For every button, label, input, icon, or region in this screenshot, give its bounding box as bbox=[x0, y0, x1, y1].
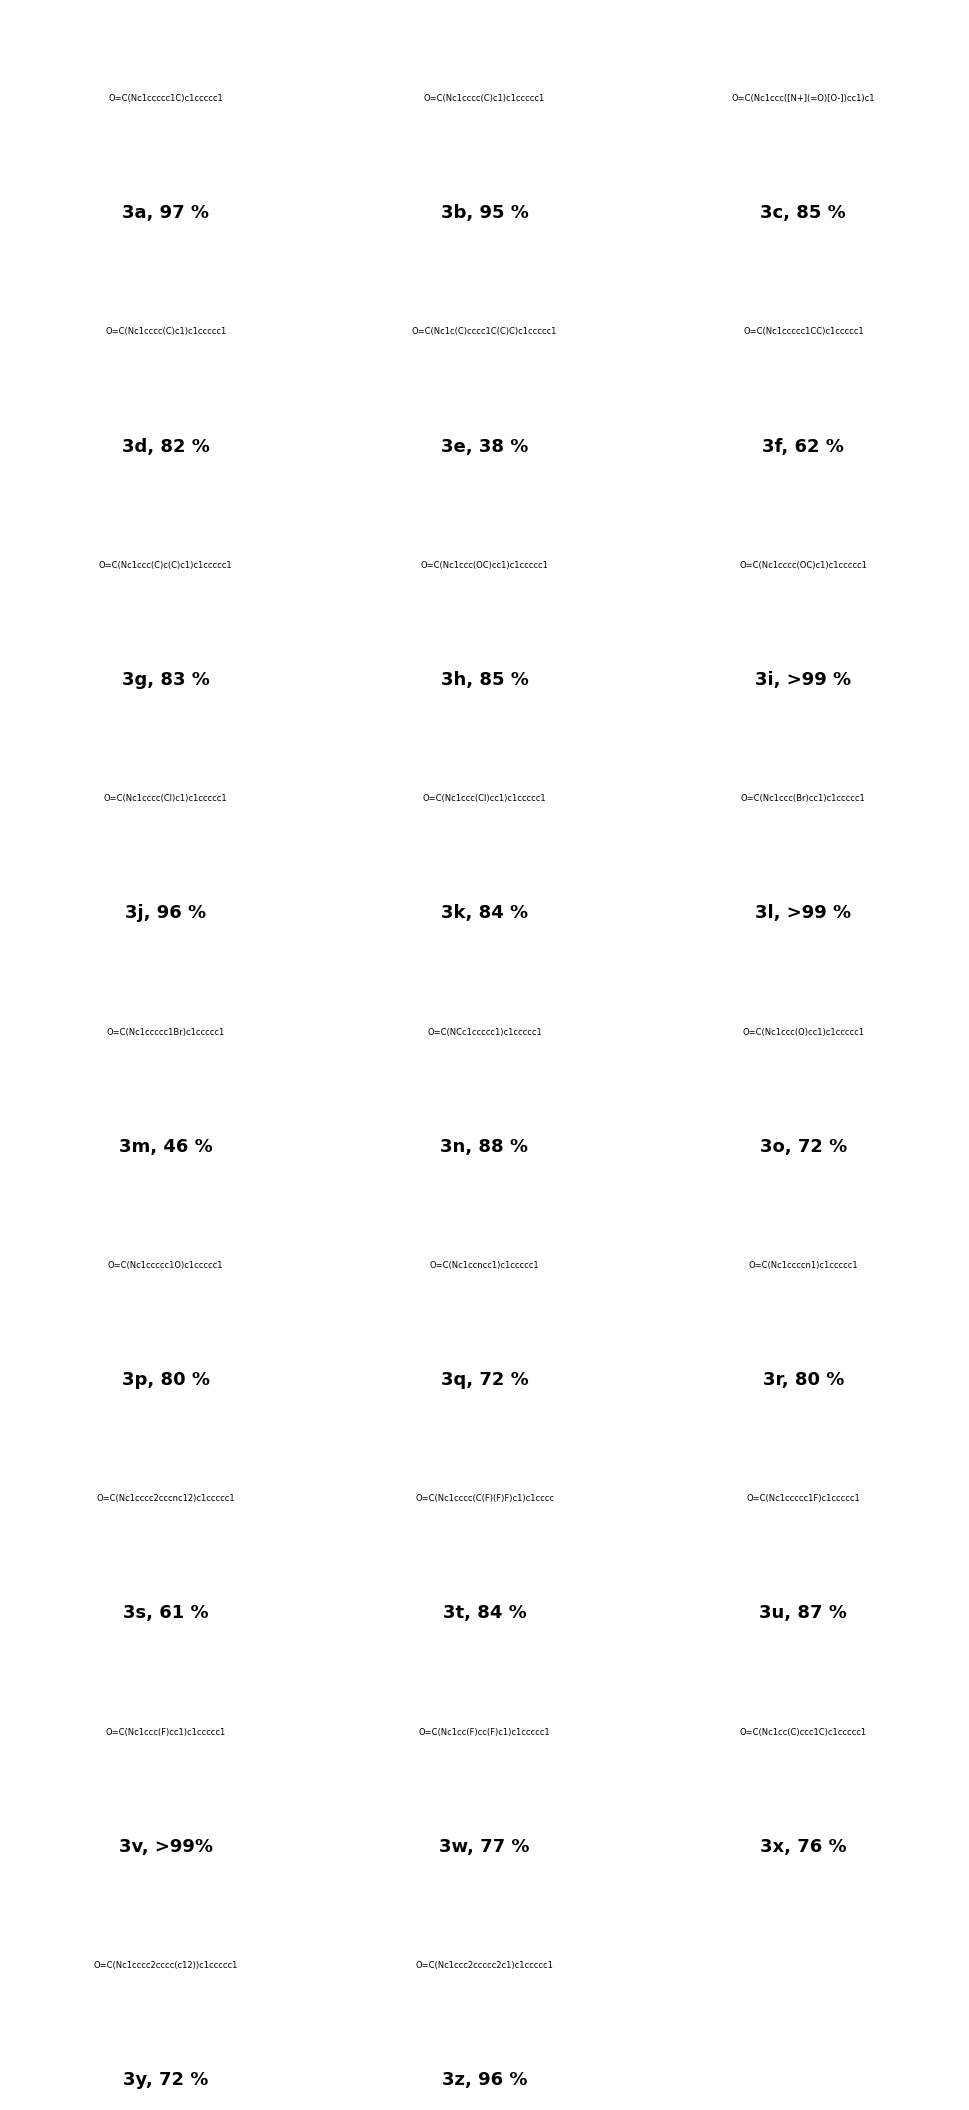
Text: O=C(Nc1ccc(C)c(C)c1)c1ccccc1: O=C(Nc1ccc(C)c(C)c1)c1ccccc1 bbox=[99, 561, 233, 570]
Text: 3x, 76 %: 3x, 76 % bbox=[760, 1838, 847, 1857]
Text: O=C(Nc1ccc(O)cc1)c1ccccc1: O=C(Nc1ccc(O)cc1)c1ccccc1 bbox=[742, 1028, 864, 1036]
Text: O=C(Nc1cccc2cccc(c12))c1ccccc1: O=C(Nc1cccc2cccc(c12))c1ccccc1 bbox=[93, 1960, 237, 1971]
Text: O=C(Nc1cc(C)ccc1C)c1ccccc1: O=C(Nc1cc(C)ccc1C)c1ccccc1 bbox=[739, 1728, 867, 1737]
Text: O=C(Nc1ccccc1F)c1ccccc1: O=C(Nc1ccccc1F)c1ccccc1 bbox=[746, 1494, 860, 1502]
Text: 3m, 46 %: 3m, 46 % bbox=[119, 1137, 212, 1156]
Text: 3d, 82 %: 3d, 82 % bbox=[122, 437, 209, 456]
Text: 3g, 83 %: 3g, 83 % bbox=[122, 671, 209, 690]
Text: 3s, 61 %: 3s, 61 % bbox=[123, 1604, 208, 1623]
Text: O=C(Nc1ccccc1C)c1ccccc1: O=C(Nc1ccccc1C)c1ccccc1 bbox=[109, 95, 223, 103]
Text: 3h, 85 %: 3h, 85 % bbox=[441, 671, 528, 690]
Text: O=C(Nc1ccccc1O)c1ccccc1: O=C(Nc1ccccc1O)c1ccccc1 bbox=[108, 1262, 224, 1270]
Text: O=C(Nc1ccc(OC)cc1)c1ccccc1: O=C(Nc1ccc(OC)cc1)c1ccccc1 bbox=[421, 561, 548, 570]
Text: O=C(Nc1ccc2ccccc2c1)c1ccccc1: O=C(Nc1ccc2ccccc2c1)c1ccccc1 bbox=[416, 1960, 553, 1971]
Text: 3v, >99%: 3v, >99% bbox=[118, 1838, 212, 1857]
Text: 3o, 72 %: 3o, 72 % bbox=[760, 1137, 847, 1156]
Text: 3r, 80 %: 3r, 80 % bbox=[763, 1372, 844, 1388]
Text: 3w, 77 %: 3w, 77 % bbox=[439, 1838, 530, 1857]
Text: O=C(Nc1cccc(Cl)c1)c1ccccc1: O=C(Nc1cccc(Cl)c1)c1ccccc1 bbox=[104, 793, 228, 804]
Text: O=C(Nc1c(C)cccc1C(C)C)c1ccccc1: O=C(Nc1c(C)cccc1C(C)C)c1ccccc1 bbox=[412, 327, 557, 335]
Text: 3j, 96 %: 3j, 96 % bbox=[125, 905, 206, 922]
Text: 3i, >99 %: 3i, >99 % bbox=[755, 671, 852, 690]
Text: 3k, 84 %: 3k, 84 % bbox=[441, 905, 528, 922]
Text: 3f, 62 %: 3f, 62 % bbox=[763, 437, 844, 456]
Text: 3u, 87 %: 3u, 87 % bbox=[760, 1604, 847, 1623]
Text: 3e, 38 %: 3e, 38 % bbox=[441, 437, 528, 456]
Text: O=C(Nc1cc(F)cc(F)c1)c1ccccc1: O=C(Nc1cc(F)cc(F)c1)c1ccccc1 bbox=[419, 1728, 550, 1737]
Text: O=C(Nc1cccc(C)c1)c1ccccc1: O=C(Nc1cccc(C)c1)c1ccccc1 bbox=[105, 327, 227, 335]
Text: O=C(Nc1ccccc1CC)c1ccccc1: O=C(Nc1ccccc1CC)c1ccccc1 bbox=[743, 327, 863, 335]
Text: 3l, >99 %: 3l, >99 % bbox=[755, 905, 852, 922]
Text: 3z, 96 %: 3z, 96 % bbox=[442, 2072, 527, 2089]
Text: O=C(Nc1cccc(C(F)(F)F)c1)c1cccc: O=C(Nc1cccc(C(F)(F)F)c1)c1cccc bbox=[415, 1494, 554, 1502]
Text: 3t, 84 %: 3t, 84 % bbox=[443, 1604, 526, 1623]
Text: O=C(Nc1cccc2cccnc12)c1ccccc1: O=C(Nc1cccc2cccnc12)c1ccccc1 bbox=[96, 1494, 234, 1502]
Text: O=C(Nc1cccc(C)c1)c1ccccc1: O=C(Nc1cccc(C)c1)c1ccccc1 bbox=[423, 95, 546, 103]
Text: O=C(Nc1ccc(Cl)cc1)c1ccccc1: O=C(Nc1ccc(Cl)cc1)c1ccccc1 bbox=[422, 793, 547, 804]
Text: 3y, 72 %: 3y, 72 % bbox=[123, 2072, 208, 2089]
Text: O=C(Nc1ccc(F)cc1)c1ccccc1: O=C(Nc1ccc(F)cc1)c1ccccc1 bbox=[106, 1728, 226, 1737]
Text: 3q, 72 %: 3q, 72 % bbox=[441, 1372, 528, 1388]
Text: 3b, 95 %: 3b, 95 % bbox=[441, 205, 528, 222]
Text: O=C(Nc1ccc(Br)cc1)c1ccccc1: O=C(Nc1ccc(Br)cc1)c1ccccc1 bbox=[741, 793, 865, 804]
Text: O=C(Nc1ccc([N+](=O)[O-])cc1)c1: O=C(Nc1ccc([N+](=O)[O-])cc1)c1 bbox=[732, 95, 875, 103]
Text: O=C(Nc1cccc(OC)c1)c1ccccc1: O=C(Nc1cccc(OC)c1)c1ccccc1 bbox=[739, 561, 867, 570]
Text: O=C(Nc1ccncc1)c1ccccc1: O=C(Nc1ccncc1)c1ccccc1 bbox=[429, 1262, 540, 1270]
Text: O=C(NCc1ccccc1)c1ccccc1: O=C(NCc1ccccc1)c1ccccc1 bbox=[427, 1028, 542, 1036]
Text: 3c, 85 %: 3c, 85 % bbox=[761, 205, 846, 222]
Text: O=C(Nc1ccccc1Br)c1ccccc1: O=C(Nc1ccccc1Br)c1ccccc1 bbox=[107, 1028, 225, 1036]
Text: 3a, 97 %: 3a, 97 % bbox=[122, 205, 209, 222]
Text: 3n, 88 %: 3n, 88 % bbox=[441, 1137, 528, 1156]
Text: 3p, 80 %: 3p, 80 % bbox=[122, 1372, 209, 1388]
Text: O=C(Nc1ccccn1)c1ccccc1: O=C(Nc1ccccn1)c1ccccc1 bbox=[748, 1262, 859, 1270]
